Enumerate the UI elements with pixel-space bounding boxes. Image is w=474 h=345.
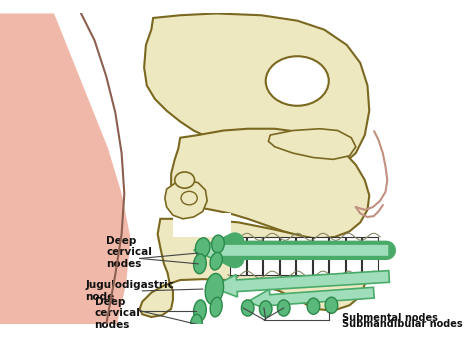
Bar	[280, 237, 295, 255]
Bar	[329, 237, 345, 255]
Polygon shape	[0, 13, 131, 324]
Ellipse shape	[241, 300, 254, 316]
Ellipse shape	[191, 314, 202, 334]
Bar	[263, 237, 279, 255]
Ellipse shape	[205, 273, 224, 305]
FancyArrow shape	[194, 239, 389, 262]
Bar	[362, 237, 378, 255]
Ellipse shape	[325, 297, 338, 313]
Text: Deep
cervical
nodes: Deep cervical nodes	[95, 297, 140, 330]
Polygon shape	[165, 180, 207, 219]
Text: Submandibular nodes: Submandibular nodes	[342, 319, 463, 329]
Text: Jugulodigastric
node: Jugulodigastric node	[86, 280, 174, 302]
Ellipse shape	[210, 252, 222, 270]
Bar	[246, 258, 262, 275]
Bar	[346, 237, 361, 255]
Ellipse shape	[175, 172, 194, 188]
Bar	[296, 237, 312, 255]
Bar	[313, 237, 328, 255]
Polygon shape	[140, 219, 366, 317]
Bar	[230, 258, 246, 275]
Ellipse shape	[193, 254, 206, 274]
Bar	[230, 237, 246, 255]
Ellipse shape	[259, 301, 272, 317]
Bar	[313, 258, 328, 275]
Ellipse shape	[307, 298, 320, 314]
Text: Submental nodes: Submental nodes	[342, 313, 438, 323]
Ellipse shape	[193, 300, 206, 322]
Bar	[280, 258, 295, 275]
Ellipse shape	[212, 235, 224, 253]
Ellipse shape	[266, 56, 329, 106]
Bar	[263, 258, 279, 275]
Bar	[246, 237, 262, 255]
Ellipse shape	[210, 297, 222, 317]
Polygon shape	[171, 129, 369, 239]
Bar	[173, 214, 231, 237]
Bar	[296, 258, 312, 275]
Bar	[329, 258, 345, 275]
Polygon shape	[144, 13, 369, 174]
Bar	[362, 258, 378, 275]
FancyArrow shape	[248, 287, 374, 311]
Ellipse shape	[181, 191, 197, 205]
FancyArrow shape	[212, 270, 390, 297]
Polygon shape	[268, 129, 356, 159]
Text: Deep
cervical
nodes: Deep cervical nodes	[106, 236, 152, 269]
Bar	[346, 258, 361, 275]
Ellipse shape	[195, 238, 210, 257]
Ellipse shape	[277, 300, 290, 316]
